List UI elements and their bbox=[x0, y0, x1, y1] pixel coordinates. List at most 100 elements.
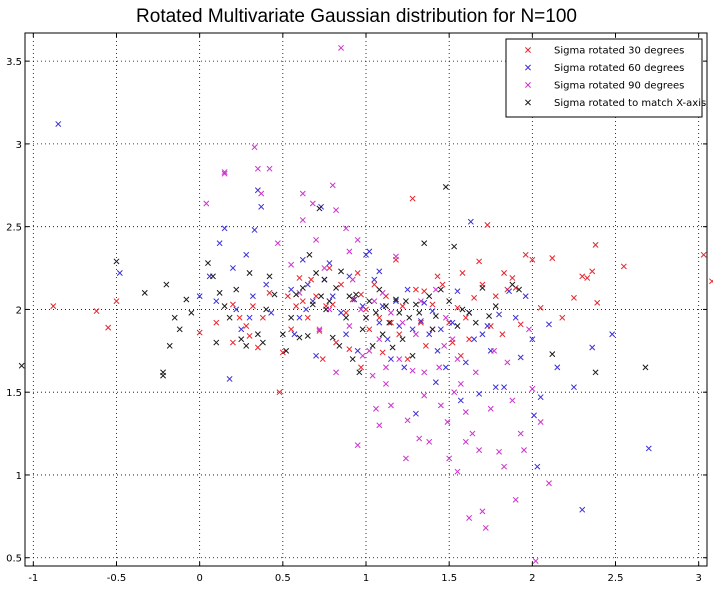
data-point bbox=[466, 336, 473, 343]
data-point bbox=[416, 309, 423, 316]
x-tick-label: 1.5 bbox=[441, 573, 457, 584]
data-point bbox=[570, 294, 577, 301]
data-point bbox=[387, 309, 394, 316]
data-point bbox=[296, 334, 303, 341]
data-point bbox=[338, 268, 345, 275]
data-point bbox=[338, 309, 345, 316]
data-point bbox=[537, 304, 544, 311]
data-point bbox=[293, 303, 300, 310]
data-point bbox=[462, 409, 469, 416]
data-point bbox=[338, 281, 345, 288]
y-tick-label: 1 bbox=[16, 471, 22, 482]
y-tick-label: 3.5 bbox=[6, 57, 22, 68]
data-point bbox=[266, 165, 273, 172]
data-point bbox=[333, 369, 340, 376]
series-3 bbox=[203, 44, 552, 564]
data-point bbox=[221, 170, 228, 177]
data-point bbox=[496, 448, 503, 455]
data-point bbox=[338, 44, 345, 51]
data-point bbox=[246, 332, 253, 339]
data-point bbox=[521, 447, 527, 454]
data-point bbox=[226, 375, 233, 382]
legend: Sigma rotated 30 degrees Sigma rotated 60… bbox=[505, 38, 706, 118]
data-point bbox=[406, 314, 413, 321]
data-point bbox=[384, 336, 391, 343]
data-point bbox=[306, 251, 313, 258]
data-point bbox=[454, 356, 461, 363]
data-point bbox=[229, 265, 236, 272]
data-point bbox=[373, 309, 379, 316]
x-tick-label: 3 bbox=[695, 573, 701, 584]
data-point bbox=[592, 241, 599, 248]
data-point bbox=[554, 364, 561, 371]
data-point bbox=[387, 356, 394, 363]
series-2 bbox=[55, 121, 652, 513]
data-point bbox=[18, 362, 25, 369]
data-point bbox=[529, 256, 536, 263]
legend-label: Sigma rotated 60 degrees bbox=[554, 63, 684, 74]
data-point bbox=[499, 331, 506, 338]
data-point bbox=[416, 435, 423, 442]
data-point bbox=[492, 384, 499, 391]
data-point bbox=[449, 319, 456, 326]
data-point bbox=[329, 293, 336, 300]
data-point bbox=[451, 389, 458, 396]
data-point bbox=[271, 291, 278, 298]
data-point bbox=[509, 397, 516, 404]
data-point bbox=[491, 347, 498, 354]
data-point bbox=[422, 342, 429, 349]
data-point bbox=[221, 303, 228, 310]
data-point bbox=[349, 276, 356, 283]
data-point bbox=[570, 384, 577, 391]
data-point bbox=[354, 270, 361, 276]
data-points bbox=[18, 44, 713, 564]
data-point bbox=[196, 293, 203, 300]
legend-label: Sigma rotated 30 degrees bbox=[554, 46, 684, 57]
data-point bbox=[522, 293, 529, 300]
data-point bbox=[329, 334, 336, 341]
data-point bbox=[356, 369, 363, 376]
data-point bbox=[386, 319, 393, 326]
data-point bbox=[221, 225, 228, 232]
y-tick-label: 0.5 bbox=[6, 554, 22, 565]
y-tick-label: 2 bbox=[16, 305, 22, 316]
data-point bbox=[371, 298, 378, 305]
data-point bbox=[421, 392, 428, 399]
data-point bbox=[462, 314, 469, 321]
data-point bbox=[251, 144, 258, 151]
data-point bbox=[426, 438, 433, 445]
data-point bbox=[113, 258, 120, 265]
data-point bbox=[291, 331, 298, 338]
data-point bbox=[479, 284, 486, 291]
data-point bbox=[421, 299, 428, 306]
data-point bbox=[412, 286, 419, 293]
data-point bbox=[594, 299, 601, 306]
data-point bbox=[358, 364, 364, 371]
data-point bbox=[299, 256, 306, 263]
data-point bbox=[467, 218, 474, 225]
legend-box bbox=[505, 38, 703, 118]
data-point bbox=[316, 326, 323, 333]
data-point bbox=[589, 344, 596, 351]
data-point bbox=[584, 275, 591, 281]
axis-ticks: -1 -0.5 0 0.5 1 1.5 2 2.5 3 0.5 1 1.5 2 2.5 3 3.5 bbox=[6, 33, 707, 584]
data-point bbox=[171, 314, 178, 321]
data-point bbox=[432, 379, 439, 386]
legend-label: Sigma rotated 90 degrees bbox=[554, 81, 684, 92]
x-tick-label: 0 bbox=[196, 573, 202, 584]
data-point bbox=[163, 281, 170, 288]
data-point bbox=[436, 364, 443, 371]
data-point bbox=[457, 397, 464, 404]
data-point bbox=[579, 273, 586, 280]
data-point bbox=[243, 323, 250, 329]
data-point bbox=[546, 321, 552, 328]
data-point bbox=[321, 276, 328, 283]
data-point bbox=[351, 296, 358, 303]
data-point bbox=[246, 270, 253, 276]
data-point bbox=[506, 288, 513, 295]
data-point bbox=[359, 326, 366, 333]
data-point bbox=[402, 455, 409, 462]
data-point bbox=[296, 275, 303, 281]
data-point bbox=[254, 165, 261, 172]
data-point bbox=[321, 265, 328, 272]
